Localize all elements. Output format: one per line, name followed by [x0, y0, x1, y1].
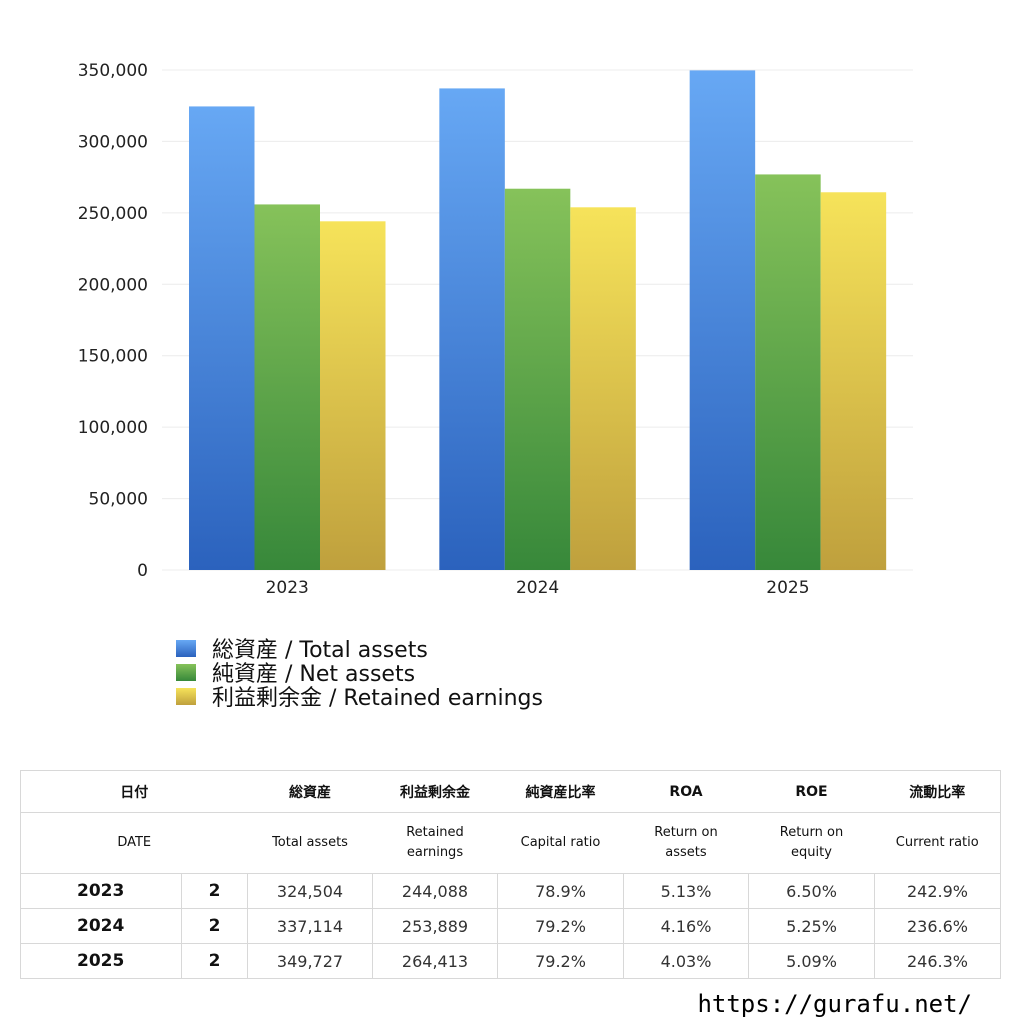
- y-tick-label: 150,000: [78, 347, 148, 367]
- legend-swatch-net-assets: [176, 663, 196, 681]
- legend-label: 総資産 / Total assets: [212, 638, 428, 663]
- table-row: 2023 2 324,504 244,088 78.9% 5.13% 6.50%…: [20, 873, 1001, 909]
- cell-total-assets: 337,114: [247, 908, 373, 944]
- cell-current-ratio: 236.6%: [874, 908, 1001, 944]
- header-roe: ROE: [748, 770, 875, 813]
- cell-total-assets: 324,504: [247, 873, 373, 909]
- row-count: 2: [181, 943, 248, 979]
- table-row: 2024 2 337,114 253,889 79.2% 4.16% 5.25%…: [20, 908, 1001, 944]
- bar-2024-series-1: [439, 88, 505, 570]
- header-current-ratio-en: Current ratio: [874, 812, 1001, 874]
- y-tick-label: 0: [137, 561, 148, 581]
- x-tick-label: 2023: [266, 578, 309, 598]
- site-url[interactable]: https://gurafu.net/: [697, 990, 972, 1018]
- header-roa: ROA: [623, 770, 749, 813]
- legend-item-total-assets: 総資産 / Total assets: [176, 636, 543, 663]
- cell-roe: 5.25%: [748, 908, 875, 944]
- cell-total-assets: 349,727: [247, 943, 373, 979]
- legend-label: 利益剰余金 / Retained earnings: [212, 686, 543, 711]
- header-current-ratio: 流動比率: [874, 770, 1001, 813]
- bar-2025-series-1: [689, 70, 756, 570]
- cell-roe: 5.09%: [748, 943, 875, 979]
- bar-2024-series-2: [504, 188, 571, 570]
- x-tick-label: 2025: [766, 578, 809, 598]
- header-row-jp: 日付 総資産 利益剰余金 純資産比率 ROA ROE 流動比率: [20, 770, 1001, 813]
- table-row: 2025 2 349,727 264,413 79.2% 4.03% 5.09%…: [20, 943, 1001, 979]
- bar-2024-series-3: [570, 207, 636, 570]
- header-total-assets-en: Total assets: [247, 812, 373, 874]
- legend-item-retained-earnings: 利益剰余金 / Retained earnings: [176, 684, 543, 711]
- y-tick-label: 300,000: [78, 132, 148, 152]
- bars: [189, 70, 887, 571]
- bar-2023-series-1: [189, 106, 255, 571]
- row-count: 2: [181, 873, 248, 909]
- axis-labels: 0 50,000 100,000 150,000 200,000 250,000 300,0…: [78, 61, 810, 598]
- bar-2025-series-2: [755, 174, 821, 570]
- legend-label: 純資産 / Net assets: [212, 662, 416, 687]
- financial-table: 日付 総資産 利益剰余金 純資産比率 ROA ROE 流動比率 DATE Tot…: [20, 770, 1001, 979]
- y-tick-label: 350,000: [78, 61, 148, 81]
- cell-roa: 4.16%: [623, 908, 749, 944]
- legend-swatch-retained-earnings: [176, 687, 196, 705]
- cell-capital-ratio: 79.2%: [497, 943, 624, 979]
- y-tick-label: 50,000: [89, 490, 148, 510]
- header-retained-earnings-en: Retained earnings: [372, 812, 498, 874]
- bar-chart: 0 50,000 100,000 150,000 200,000 250,000 300,0…: [78, 61, 913, 598]
- header-retained-earnings: 利益剰余金: [372, 770, 498, 813]
- bar-2023-series-2: [254, 204, 320, 570]
- cell-roe: 6.50%: [748, 873, 875, 909]
- cell-roa: 4.03%: [623, 943, 749, 979]
- header-roe-en: Return on equity: [748, 812, 875, 874]
- legend-item-net-assets: 純資産 / Net assets: [176, 660, 543, 687]
- header-roa-en: Return on assets: [623, 812, 749, 874]
- cell-retained-earnings: 253,889: [372, 908, 498, 944]
- header-date-en: DATE: [20, 812, 248, 874]
- cell-retained-earnings: 264,413: [372, 943, 498, 979]
- header-retained-earnings-en-text: Retained earnings: [406, 825, 464, 860]
- header-total-assets: 総資産: [247, 770, 373, 813]
- header-capital-ratio: 純資産比率: [497, 770, 624, 813]
- x-tick-label: 2024: [516, 578, 559, 598]
- row-year: 2024: [20, 908, 182, 944]
- cell-current-ratio: 242.9%: [874, 873, 1001, 909]
- header-capital-ratio-en: Capital ratio: [497, 812, 624, 874]
- row-count: 2: [181, 908, 248, 944]
- y-tick-label: 250,000: [78, 204, 148, 224]
- y-tick-label: 200,000: [78, 275, 148, 295]
- cell-retained-earnings: 244,088: [372, 873, 498, 909]
- bar-2025-series-3: [820, 192, 887, 570]
- cell-current-ratio: 246.3%: [874, 943, 1001, 979]
- header-roe-en-text: Return on equity: [779, 825, 844, 860]
- header-row-en: DATE Total assets Retained earnings Capi…: [20, 812, 1001, 874]
- bar-2023-series-3: [320, 221, 386, 570]
- legend-swatch-total-assets: [176, 639, 196, 657]
- cell-capital-ratio: 79.2%: [497, 908, 624, 944]
- header-roa-en-text: Return on assets: [654, 825, 718, 860]
- y-tick-label: 100,000: [78, 418, 148, 438]
- row-year: 2023: [20, 873, 182, 909]
- cell-roa: 5.13%: [623, 873, 749, 909]
- cell-capital-ratio: 78.9%: [497, 873, 624, 909]
- row-year: 2025: [20, 943, 182, 979]
- legend: 総資産 / Total assets 純資産 / Net assets 利益剰余…: [176, 636, 543, 711]
- header-date: 日付: [20, 770, 248, 813]
